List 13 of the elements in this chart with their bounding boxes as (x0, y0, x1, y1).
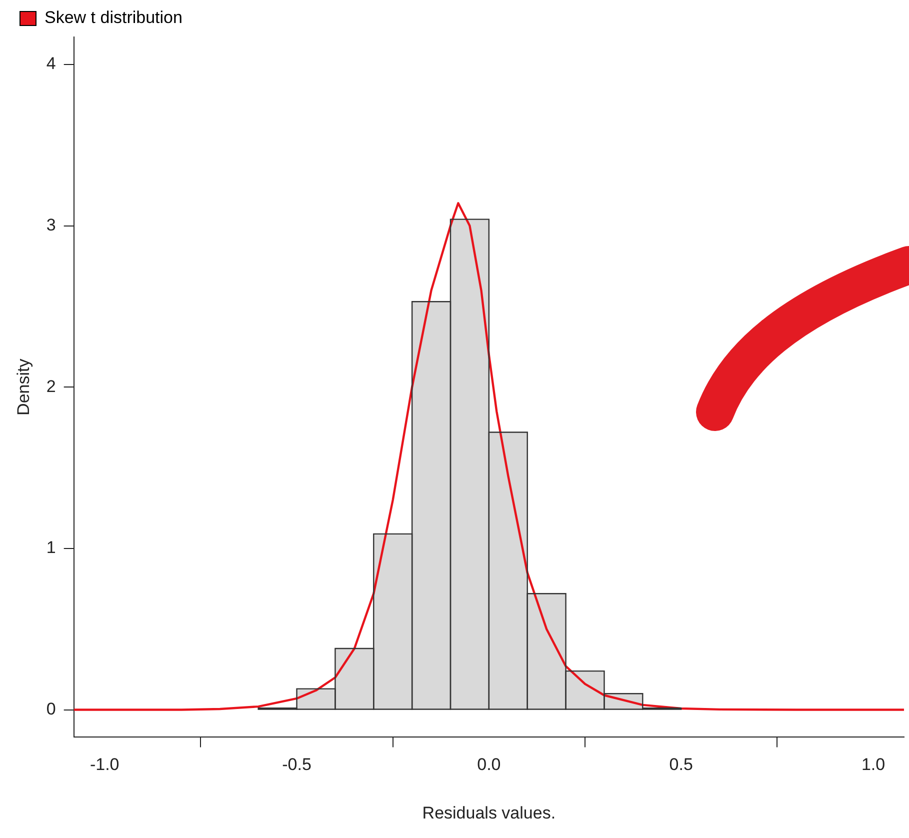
x-tick-label: 0.5 (669, 755, 693, 774)
y-tick-label: 4 (46, 54, 56, 74)
x-tick-label: 1.0 (861, 755, 886, 774)
y-tick-label: 1 (46, 538, 56, 558)
x-tick-label: -1.0 (90, 755, 120, 774)
y-tick-label: 2 (46, 376, 56, 396)
x-axis-title: Residuals values. (422, 803, 556, 822)
y-tick-label: 0 (46, 699, 56, 718)
y-axis-title: Density (14, 358, 33, 416)
x-tick-label: -0.5 (282, 755, 312, 774)
x-tick-label: 0.0 (477, 755, 501, 774)
y-tick-label: 3 (46, 215, 56, 234)
legend-label: Skew t distribution (44, 8, 182, 28)
